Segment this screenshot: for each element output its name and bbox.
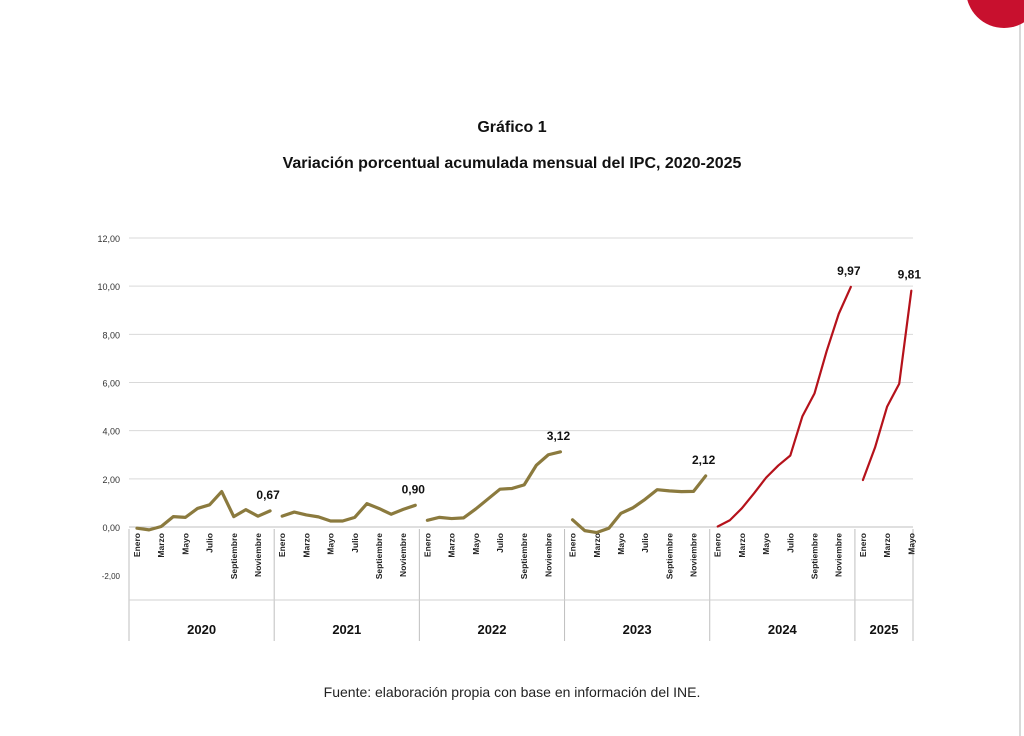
data-label: 9,97 (837, 264, 861, 278)
month-tick-label: Marzo (301, 533, 311, 558)
data-label: 2,12 (692, 453, 716, 467)
month-tick-label: Noviembre (689, 533, 699, 577)
data-label: 0,67 (256, 488, 280, 502)
y-tick-label: 0,00 (102, 523, 120, 533)
month-tick-label: Mayo (326, 533, 336, 555)
month-tick-label: Marzo (592, 533, 602, 558)
y-tick-label: 4,00 (102, 427, 120, 437)
y-tick-label: -2,00 (102, 572, 121, 581)
month-tick-label: Enero (422, 533, 432, 557)
month-tick-label: Mayo (761, 533, 771, 555)
month-tick-label: Septiembre (519, 533, 529, 580)
month-tick-label: Septiembre (229, 533, 239, 580)
month-tick-label: Marzo (156, 533, 166, 558)
series-line-2024 (716, 285, 852, 528)
year-label: 2022 (478, 622, 507, 637)
month-tick-label: Marzo (737, 533, 747, 558)
month-tick-label: Enero (858, 533, 868, 557)
month-tick-label: Marzo (447, 533, 457, 558)
month-tick-label: Noviembre (543, 533, 553, 577)
year-label: 2020 (187, 622, 216, 637)
year-label: 2024 (768, 622, 798, 637)
month-tick-label: Julio (495, 533, 505, 553)
source-note: Fuente: elaboración propia con base en i… (323, 684, 701, 700)
series-line-2025 (861, 289, 913, 482)
month-tick-label: Septiembre (374, 533, 384, 580)
month-tick-label: Mayo (471, 533, 481, 555)
month-tick-label: Septiembre (810, 533, 820, 580)
month-tick-label: Mayo (616, 533, 626, 555)
month-tick-label: Enero (132, 533, 142, 557)
page-edge-rule (1019, 0, 1021, 736)
series-line-2022 (425, 450, 563, 522)
month-tick-label: Mayo (906, 533, 916, 555)
y-tick-label: 12,00 (97, 234, 120, 244)
series-line-2021 (280, 502, 417, 523)
month-tick-label: Enero (277, 533, 287, 557)
month-tick-label: Noviembre (398, 533, 408, 577)
y-tick-label: 2,00 (102, 475, 120, 485)
data-label: 0,90 (402, 482, 426, 496)
month-tick-label: Marzo (882, 533, 892, 558)
year-label: 2021 (332, 622, 361, 637)
month-tick-label: Julio (640, 533, 650, 553)
chart-title: Gráfico 1 (477, 119, 547, 136)
data-label: 9,81 (898, 268, 922, 282)
month-tick-label: Julio (350, 533, 360, 553)
y-tick-label: 10,00 (97, 282, 120, 292)
series-line-2023 (570, 474, 708, 535)
chart-subtitle: Variación porcentual acumulada mensual d… (282, 155, 742, 172)
month-tick-label: Noviembre (834, 533, 844, 577)
month-tick-label: Noviembre (253, 533, 263, 577)
series-line-2020 (135, 489, 272, 532)
y-tick-label: 8,00 (102, 330, 120, 340)
year-label: 2023 (623, 622, 652, 637)
month-tick-label: Julio (205, 533, 215, 553)
y-tick-label: 6,00 (102, 379, 120, 389)
month-tick-label: Enero (713, 533, 723, 557)
month-tick-label: Enero (568, 533, 578, 557)
month-tick-label: Septiembre (664, 533, 674, 580)
month-tick-label: Mayo (180, 533, 190, 555)
month-tick-label: Julio (785, 533, 795, 553)
data-label: 3,12 (547, 429, 571, 443)
year-label: 2025 (870, 622, 899, 637)
